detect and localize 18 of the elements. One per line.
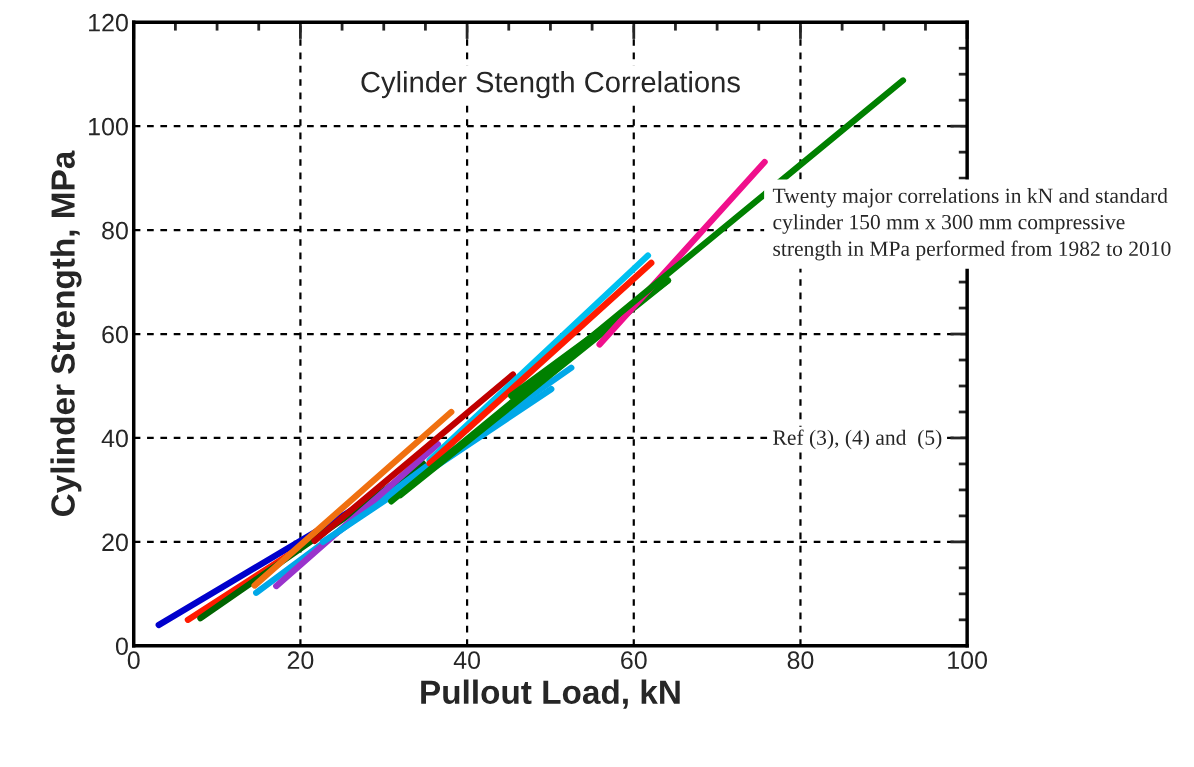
y-tick-label: 0 bbox=[115, 637, 128, 656]
x-tick-label: 100 bbox=[948, 651, 988, 670]
text: Cylinder Stength Correlations bbox=[361, 71, 740, 99]
x-tick-label: 0 bbox=[127, 651, 140, 670]
y-tick-label: 20 bbox=[102, 533, 128, 552]
annotation: Ref (3), (4) and (5) bbox=[773, 429, 942, 450]
y-tick-label: 40 bbox=[101, 429, 128, 448]
x-tick-label: 40 bbox=[453, 651, 481, 670]
annotation: Twenty major correlations in kN and standard cylinder 150 mm x 300 mm compressive strength in MPa performed from 1982 to 2010 bbox=[772, 187, 1171, 261]
y-tick-label: 100 bbox=[89, 117, 128, 136]
y-tick-label: 80 bbox=[102, 221, 128, 240]
y-axis-title: Cylinder Strength, MPa bbox=[50, 150, 82, 517]
x-tick-label: 20 bbox=[287, 651, 314, 670]
y-tick-label: 60 bbox=[102, 325, 128, 344]
x-tick-label: 60 bbox=[621, 651, 647, 670]
y-tick-label: 120 bbox=[89, 13, 128, 32]
x-tick-label: 80 bbox=[787, 651, 814, 670]
x-axis-title: Pullout Load, kN bbox=[421, 679, 680, 709]
